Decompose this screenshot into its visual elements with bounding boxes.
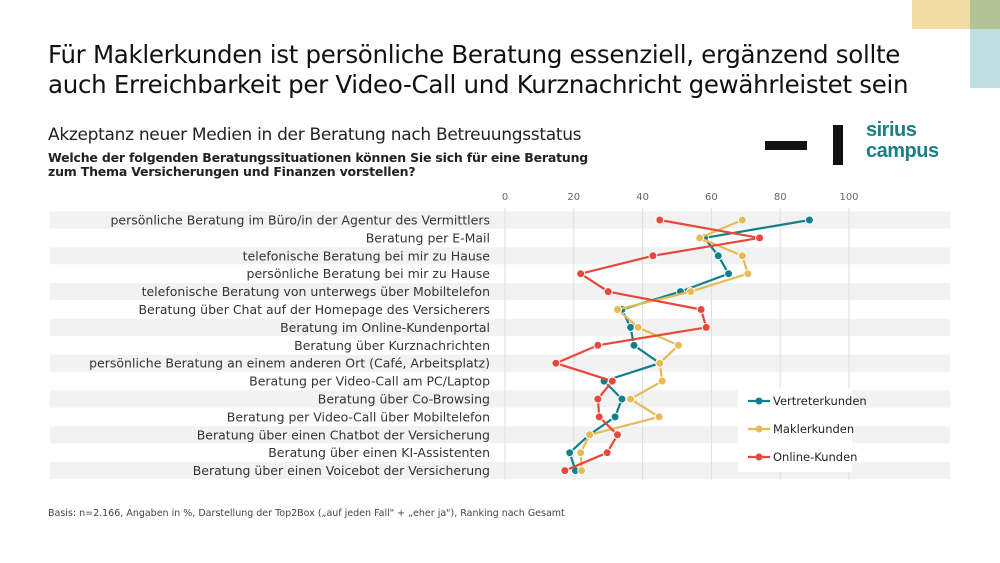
data-point (686, 287, 696, 297)
data-point (560, 466, 570, 476)
category-label: Beratung über Co-Browsing (318, 392, 490, 407)
category-label: persönliche Beratung bei mir zu Hause (247, 266, 491, 281)
data-point (655, 358, 665, 368)
data-point (655, 215, 665, 225)
data-point (657, 376, 667, 386)
x-tick-label: 20 (567, 192, 580, 203)
category-label: persönliche Beratung an einem anderen Or… (89, 356, 490, 371)
data-point (724, 269, 734, 279)
category-label: Beratung über einen KI-Assistenten (268, 445, 490, 460)
row-band (50, 247, 950, 265)
data-point (576, 269, 586, 279)
category-label: Beratung über Chat auf der Homepage des … (138, 302, 490, 317)
row-band (50, 462, 950, 480)
data-point (713, 251, 723, 261)
legend-label: Maklerkunden (773, 422, 854, 436)
data-point (626, 394, 636, 404)
footnote: Basis: n=2.166, Angaben in %, Darstellun… (48, 508, 565, 519)
data-point (633, 322, 643, 332)
data-point (755, 233, 765, 243)
legend-label: Online-Kunden (773, 450, 857, 464)
data-point (648, 251, 658, 261)
data-point (585, 430, 595, 440)
data-point (696, 305, 706, 314)
data-point (695, 233, 705, 243)
x-tick-label: 100 (839, 192, 858, 203)
x-tick-label: 60 (705, 192, 718, 203)
data-point (610, 412, 620, 422)
data-point (654, 412, 664, 422)
legend-marker (755, 453, 763, 461)
category-label: Beratung per Video-Call über Mobiltelefo… (227, 409, 490, 424)
logo-line-2: campus (866, 140, 939, 162)
chart-subtitle: Akzeptanz neuer Medien in der Beratung n… (48, 125, 582, 145)
data-point (577, 466, 587, 476)
row-band (50, 354, 950, 372)
data-point (576, 448, 586, 458)
x-tick-label: 80 (774, 192, 787, 203)
category-label: Beratung per Video-Call am PC/Laptop (249, 374, 490, 389)
legend-marker (755, 397, 763, 405)
data-point (673, 340, 683, 350)
row-band (50, 211, 950, 229)
data-point (612, 305, 622, 314)
data-point (743, 269, 753, 279)
logo-line-1: sirius (866, 119, 917, 141)
data-point (617, 394, 627, 404)
data-point (701, 322, 711, 332)
decor-square-green (970, 0, 1000, 29)
data-point (603, 287, 613, 297)
row-band (50, 426, 950, 444)
logo-text: sirius campus (866, 120, 939, 162)
decor-square-teal (970, 29, 1000, 88)
row-band (50, 318, 950, 336)
data-point (602, 448, 612, 458)
category-label: Beratung per E-Mail (366, 230, 490, 245)
data-point (612, 430, 622, 440)
data-point (551, 358, 561, 368)
x-tick-label: 40 (636, 192, 649, 203)
data-point (804, 215, 814, 225)
data-point (594, 412, 604, 422)
row-band (50, 390, 950, 408)
survey-question: Welche der folgenden Beratungssituatione… (48, 150, 589, 179)
category-label: Beratung über einen Voicebot der Versich… (193, 463, 490, 478)
legend-label: Vertreterkunden (773, 394, 867, 408)
data-point (629, 340, 639, 350)
logo-bar (833, 125, 843, 165)
data-point (737, 215, 747, 225)
data-point (737, 251, 747, 261)
data-point (565, 448, 575, 458)
data-point (593, 394, 603, 404)
category-label: telefonische Beratung von unterwegs über… (142, 284, 490, 299)
category-label: persönliche Beratung im Büro/in der Agen… (110, 213, 490, 228)
x-tick-label: 0 (502, 192, 508, 203)
category-label: telefonische Beratung bei mir zu Hause (243, 248, 491, 263)
category-label: Beratung im Online-Kundenportal (280, 320, 490, 335)
legend-marker (755, 425, 763, 433)
data-point (607, 376, 617, 386)
category-label: Beratung über Kurznachrichten (294, 338, 490, 353)
logo-dash (765, 141, 807, 150)
row-band (50, 283, 950, 301)
data-point (593, 340, 603, 350)
decor-square-yellow (912, 0, 970, 29)
slide-title: Für Maklerkunden ist persönliche Beratun… (48, 40, 909, 99)
category-label: Beratung über einen Chatbot der Versiche… (197, 427, 490, 442)
